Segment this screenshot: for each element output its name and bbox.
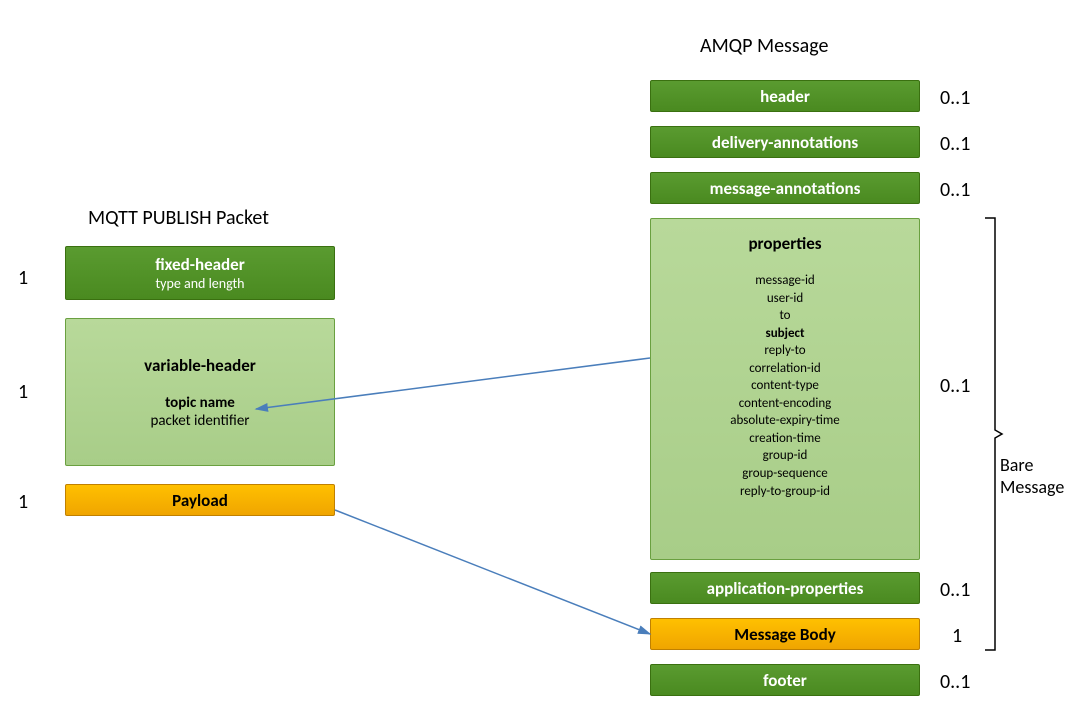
payload-label: Payload xyxy=(172,490,228,511)
properties-fields: message-iduser-idtosubjectreply-tocorrel… xyxy=(651,272,919,500)
property-field-reply-to: reply-to xyxy=(651,342,919,360)
properties-box: properties message-iduser-idtosubjectrep… xyxy=(650,218,920,560)
property-field-subject: subject xyxy=(651,325,919,343)
property-field-group-id: group-id xyxy=(651,447,919,465)
fixed-header-sub: type and length xyxy=(155,275,244,292)
delivery-annotations-card: 0..1 xyxy=(940,132,970,156)
fixed-header-box: fixed-header type and length xyxy=(65,246,335,300)
footer-label: footer xyxy=(763,670,807,691)
packet-identifier-label: packet identifier xyxy=(150,412,249,430)
application-properties-box: application-properties xyxy=(650,572,920,604)
fixed-header-card: 1 xyxy=(18,266,28,290)
property-field-group-sequence: group-sequence xyxy=(651,465,919,483)
properties-label: properties xyxy=(651,233,919,254)
property-field-absolute-expiry-time: absolute-expiry-time xyxy=(651,412,919,430)
bare-message-label: Bare Message xyxy=(1000,455,1064,498)
message-annotations-box: message-annotations xyxy=(650,172,920,204)
message-body-label: Message Body xyxy=(734,624,836,645)
property-field-reply-to-group-id: reply-to-group-id xyxy=(651,483,919,501)
property-field-to: to xyxy=(651,307,919,325)
bare-message-bracket xyxy=(985,218,1002,650)
property-field-message-id: message-id xyxy=(651,272,919,290)
property-field-creation-time: creation-time xyxy=(651,430,919,448)
variable-header-box: variable-header topic name packet identi… xyxy=(65,318,335,466)
variable-header-card: 1 xyxy=(18,380,28,404)
variable-header-label: variable-header xyxy=(144,355,256,376)
payload-box: Payload xyxy=(65,484,335,516)
header-box: header xyxy=(650,80,920,112)
property-field-correlation-id: correlation-id xyxy=(651,360,919,378)
arrow-payload-to-body xyxy=(335,510,650,634)
message-body-box: Message Body xyxy=(650,618,920,650)
message-annotations-card: 0..1 xyxy=(940,178,970,202)
payload-card: 1 xyxy=(18,490,28,514)
header-card: 0..1 xyxy=(940,86,970,110)
delivery-annotations-box: delivery-annotations xyxy=(650,126,920,158)
property-field-user-id: user-id xyxy=(651,290,919,308)
property-field-content-type: content-type xyxy=(651,377,919,395)
properties-card: 0..1 xyxy=(940,374,970,398)
header-label: header xyxy=(760,86,810,107)
fixed-header-label: fixed-header xyxy=(155,254,245,275)
application-properties-card: 0..1 xyxy=(940,578,970,602)
footer-box: footer xyxy=(650,664,920,696)
amqp-title: AMQP Message xyxy=(700,34,828,58)
footer-card: 0..1 xyxy=(940,670,970,694)
message-annotations-label: message-annotations xyxy=(710,178,861,199)
delivery-annotations-label: delivery-annotations xyxy=(712,132,858,153)
mqtt-title: MQTT PUBLISH Packet xyxy=(88,206,269,230)
application-properties-label: application-properties xyxy=(707,578,864,599)
property-field-content-encoding: content-encoding xyxy=(651,395,919,413)
message-body-card: 1 xyxy=(952,624,962,648)
topic-name-label: topic name xyxy=(150,394,249,412)
